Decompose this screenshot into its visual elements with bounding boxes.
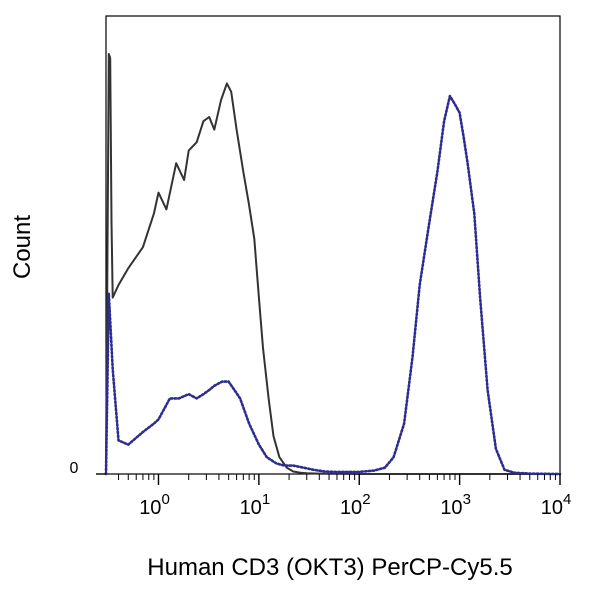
y-axis-title: Count: [9, 215, 36, 279]
x-tick-label: 104: [541, 491, 572, 519]
x-tick-label: 100: [139, 491, 170, 519]
x-tick-label: 103: [440, 491, 471, 519]
stained-histogram-line: [104, 94, 562, 476]
y-axis-ticks: 0: [70, 460, 106, 477]
series-layer: [104, 53, 562, 476]
plot-frame: [105, 15, 561, 475]
x-axis-ticks: 100 101 102 103 104: [118, 474, 572, 519]
x-tick-label: 102: [340, 491, 371, 519]
x-tick-label: 101: [240, 491, 271, 519]
control-histogram-line: [105, 53, 560, 475]
y-tick-label: 0: [70, 460, 79, 477]
x-axis-title: Human CD3 (OKT3) PerCP-Cy5.5: [147, 554, 512, 581]
